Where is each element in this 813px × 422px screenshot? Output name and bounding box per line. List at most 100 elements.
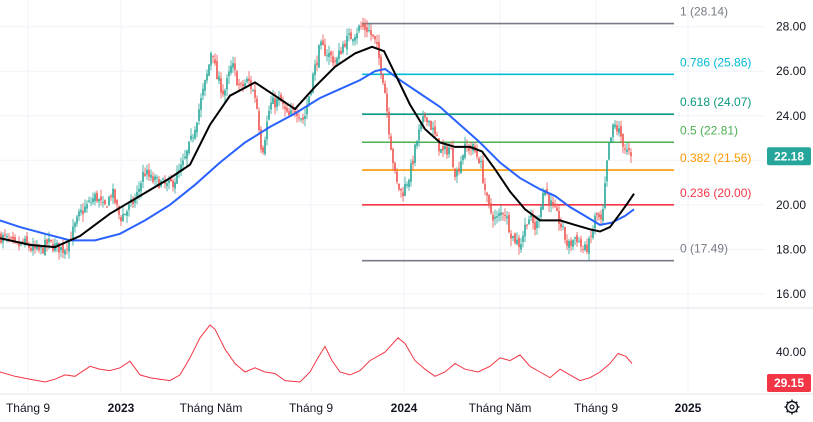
time-tick-label: Tháng Năm (469, 401, 532, 415)
candle-body (116, 200, 118, 205)
candle-body (492, 214, 494, 221)
gear-icon[interactable] (784, 399, 800, 415)
candle-body (98, 198, 100, 202)
candle-body (600, 214, 602, 220)
candle-body (152, 176, 154, 182)
candle-body (322, 40, 324, 46)
candle-body (156, 177, 158, 179)
candle-body (204, 80, 206, 91)
time-tick-label: Tháng 9 (289, 401, 333, 415)
candle-body (10, 237, 12, 238)
candle-body (518, 237, 520, 248)
candle-body (530, 215, 532, 218)
candle-body (468, 146, 470, 151)
candle-body (482, 160, 484, 184)
candle-body (580, 239, 582, 247)
fibonacci-retracement[interactable]: 1 (28.14) 0.786 (25.86) 0.618 (24.07) 0.5 (… (362, 5, 751, 262)
candle-body (352, 39, 354, 42)
candle-body (262, 147, 264, 153)
candle-body (22, 241, 24, 243)
candle-body (354, 36, 356, 41)
candle-body (552, 202, 554, 205)
last-price-label: 22.18 (774, 149, 804, 163)
candle-body (570, 240, 572, 246)
candle-body (142, 172, 144, 182)
candle-body (36, 245, 38, 250)
candle-body (162, 178, 164, 180)
candle-body (46, 239, 48, 245)
candle-body (380, 56, 382, 74)
candle-body (512, 235, 514, 238)
candle-body (564, 226, 566, 240)
candle-body (242, 84, 244, 87)
candle-body (296, 113, 298, 117)
candle-body (464, 143, 466, 158)
time-tick-label: Tháng 9 (574, 401, 618, 415)
candle-body (514, 233, 516, 243)
candle-body (598, 214, 600, 218)
candle-body (96, 192, 98, 202)
candle-body (140, 183, 142, 192)
candle-body (500, 212, 502, 216)
candle-body (416, 141, 418, 146)
candle-body (132, 199, 134, 205)
candle-body (280, 94, 282, 102)
price-tick-label: 16.00 (776, 287, 806, 301)
candle-body (586, 244, 588, 252)
candle-body (630, 152, 632, 157)
candle-body (338, 50, 340, 59)
candle-body (330, 51, 332, 56)
candle-body (34, 244, 36, 249)
candle-body (562, 225, 564, 227)
candle-body (506, 216, 508, 219)
candle-body (442, 146, 444, 151)
candle-body (376, 42, 378, 45)
candle-body (82, 210, 84, 215)
price-badges: 22.18 29.15 (767, 147, 811, 393)
candle-body (154, 176, 156, 181)
candle-body (406, 184, 408, 186)
candle-body (94, 193, 96, 202)
candle-body (56, 242, 58, 246)
candle-body (304, 116, 306, 119)
price-tick-label: 24.00 (776, 109, 806, 123)
candle-body (184, 156, 186, 159)
candle-body (358, 25, 360, 32)
candle-body (236, 71, 238, 86)
moving-averages (0, 45, 635, 249)
candle-body (12, 236, 14, 240)
candle-body (166, 183, 168, 186)
candle-body (462, 155, 464, 161)
candle-body (232, 63, 234, 68)
candle-body (14, 237, 16, 242)
price-tick-label: 26.00 (776, 64, 806, 78)
candle-body (588, 238, 590, 254)
candle-body (432, 127, 434, 130)
fib-level-label: 0 (17.49) (680, 242, 728, 256)
candle-body (266, 121, 268, 140)
candle-body (206, 73, 208, 81)
candle-body (400, 188, 402, 191)
candle-body (576, 235, 578, 243)
candle-body (196, 122, 198, 133)
fib-level-label: 0.382 (21.56) (680, 151, 751, 165)
candle-body (606, 160, 608, 182)
candle-body (316, 62, 318, 66)
candle-body (88, 200, 90, 202)
candle-body (86, 204, 88, 209)
fib-level-label: 0.5 (22.81) (680, 123, 738, 137)
candle-body (172, 180, 174, 188)
candle-body (106, 206, 108, 208)
candle-body (298, 117, 300, 119)
candle-body (246, 78, 248, 82)
candle-body (340, 50, 342, 55)
candle-body (188, 141, 190, 154)
candle-body (306, 105, 308, 115)
candle-body (284, 106, 286, 110)
candle-body (336, 57, 338, 64)
candle-body (110, 195, 112, 198)
candle-body (332, 56, 334, 64)
candle-body (556, 207, 558, 211)
candle-body (388, 111, 390, 135)
